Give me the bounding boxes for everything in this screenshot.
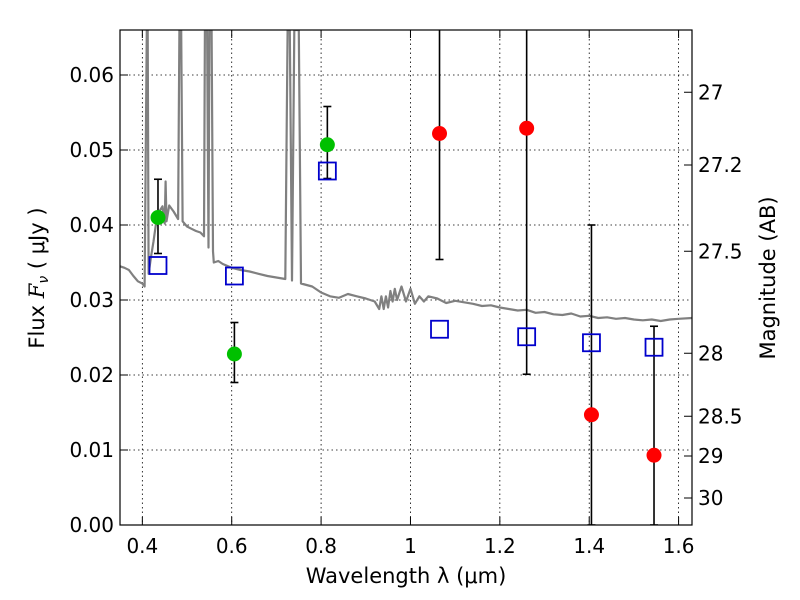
y-tick-label: 0.02 [69, 363, 114, 387]
data-point-circle [226, 346, 242, 362]
data-point-circle [432, 126, 448, 141]
x-tick-label: 0.4 [126, 534, 158, 558]
y2-tick-label: 27.2 [698, 153, 743, 177]
data-point-square [517, 327, 537, 347]
data-point-square [430, 319, 449, 339]
y2-tick-label: 27 [698, 80, 723, 104]
data-point-circle [519, 120, 535, 136]
y-tick-label: 0.04 [69, 213, 114, 237]
data-point-circle [583, 407, 599, 423]
y-tick-label: 0.03 [69, 288, 114, 312]
data-point-square [644, 337, 664, 357]
y2-tick-label: 30 [698, 486, 723, 510]
y2-tick-label: 27.5 [698, 239, 743, 263]
y2-tick-label: 29 [698, 444, 723, 468]
y-axis-label-unit: ( μJy ) [25, 207, 49, 275]
plot-background [120, 30, 692, 525]
plot-frame [119, 29, 693, 526]
x-tick-label: 1.6 [663, 534, 695, 558]
data-point-square [582, 333, 601, 353]
y-axis-ticks: 0.00 0.01 0.02 0.03 0.04 0.05 0.06 [69, 63, 128, 537]
model-spectrum [120, 30, 692, 323]
data-point-circle [319, 137, 335, 153]
y-tick-label: 0.01 [69, 438, 114, 462]
error-bars [153, 30, 659, 525]
x-tick-label: 1.4 [573, 534, 605, 558]
x-tick-label: 1.2 [484, 534, 516, 558]
data-markers [148, 120, 664, 463]
data-point-circle [150, 210, 166, 225]
y-tick-label: 0.06 [69, 63, 114, 87]
x-axis-ticks: 0.4 0.6 0.8 1 1.2 1.4 1.6 [126, 30, 695, 558]
data-point-square [317, 161, 337, 181]
data-point-square [148, 256, 168, 275]
y-axis-label-symbol: F [25, 282, 49, 299]
y-axis-label-prefix: Flux [25, 298, 49, 348]
x-tick-label: 1 [404, 534, 417, 558]
x-axis-label: Wavelength λ (μm) [306, 564, 507, 588]
y2-tick-label: 28 [698, 341, 723, 365]
y2-axis-label: Magnitude (AB) [756, 196, 780, 359]
y2-axis-ticks: 27 27.2 27.5 28 28.5 29 30 [684, 80, 743, 510]
y-axis-label-subscript: ν [36, 276, 52, 284]
y2-tick-label: 28.5 [698, 404, 743, 428]
spectrum-line [120, 30, 692, 323]
data-point-circle [646, 447, 662, 463]
y-axis-label: Flux Fν ( μJy ) [25, 207, 52, 348]
data-point-square [224, 266, 244, 286]
x-tick-label: 0.6 [216, 534, 248, 558]
gridlines [120, 30, 692, 526]
y-tick-label: 0.00 [69, 513, 114, 537]
y-tick-label: 0.05 [69, 138, 114, 162]
x-tick-label: 0.8 [305, 534, 337, 558]
